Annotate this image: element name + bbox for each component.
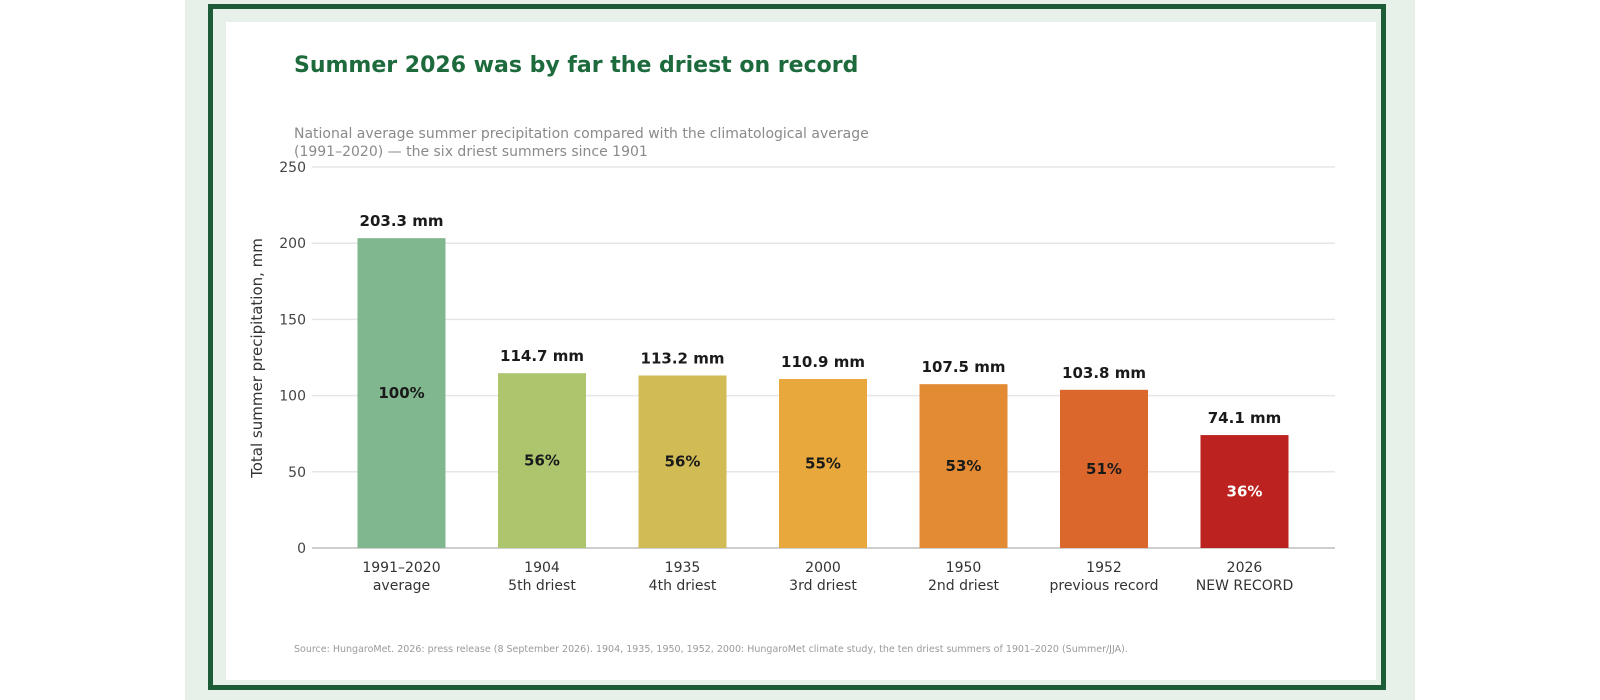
- y-tick-label: 0: [297, 541, 306, 557]
- bar: [779, 378, 867, 548]
- y-tick-label: 150: [279, 312, 306, 328]
- labels: 0 50 100 150 200 250 203.3 mm 100% 1991–2020 aver…: [279, 160, 1293, 594]
- y-tick-label: 100: [279, 389, 306, 405]
- percent-label: 53%: [946, 457, 982, 475]
- x-tick-label: 1991–2020: [362, 560, 440, 576]
- source-note: Source: HungaroMet. 2026: press release …: [294, 644, 1128, 655]
- y-tick-label: 250: [279, 160, 306, 176]
- percent-label: 56%: [524, 452, 560, 470]
- x-tick-sublabel: NEW RECORD: [1196, 578, 1294, 594]
- bars: [357, 238, 1289, 548]
- y-tick-label: 200: [279, 236, 306, 252]
- x-tick-label: 1935: [665, 560, 701, 576]
- x-tick-label: 2000: [805, 560, 841, 576]
- bar: [1200, 435, 1289, 548]
- x-tick-sublabel: average: [373, 578, 430, 594]
- value-label: 113.2 mm: [641, 349, 725, 367]
- value-label: 110.9 mm: [781, 353, 865, 371]
- bar: [919, 384, 1008, 548]
- x-tick-sublabel: 5th driest: [508, 578, 576, 594]
- x-tick-label: 2026: [1227, 560, 1263, 576]
- x-tick-sublabel: 4th driest: [649, 578, 717, 594]
- value-label: 107.5 mm: [922, 358, 1006, 376]
- x-tick-sublabel: 2nd driest: [928, 578, 1000, 594]
- bar: [357, 238, 446, 548]
- x-tick-label: 1950: [946, 560, 982, 576]
- y-tick-label: 50: [288, 465, 306, 481]
- bar: [638, 375, 727, 548]
- x-tick-sublabel: previous record: [1049, 578, 1158, 594]
- x-tick-label: 1952: [1086, 560, 1122, 576]
- chart-subtitle: National average summer precipitation co…: [294, 126, 869, 160]
- percent-label: 55%: [805, 454, 841, 472]
- x-tick-sublabel: 3rd driest: [789, 578, 857, 594]
- value-label: 114.7 mm: [500, 347, 584, 365]
- x-tick-label: 1904: [524, 560, 560, 576]
- percent-label: 100%: [378, 384, 424, 402]
- value-label: 203.3 mm: [360, 212, 444, 230]
- percent-label: 51%: [1086, 460, 1122, 478]
- percent-label: 36%: [1227, 483, 1263, 501]
- y-axis-label: Total summer precipitation, mm: [248, 238, 266, 479]
- chart-title: Summer 2026 was by far the driest on rec…: [294, 53, 859, 78]
- value-label: 74.1 mm: [1208, 409, 1282, 427]
- value-label: 103.8 mm: [1062, 364, 1146, 382]
- bar: [1060, 389, 1148, 548]
- percent-label: 56%: [665, 453, 701, 471]
- bar: [498, 373, 586, 548]
